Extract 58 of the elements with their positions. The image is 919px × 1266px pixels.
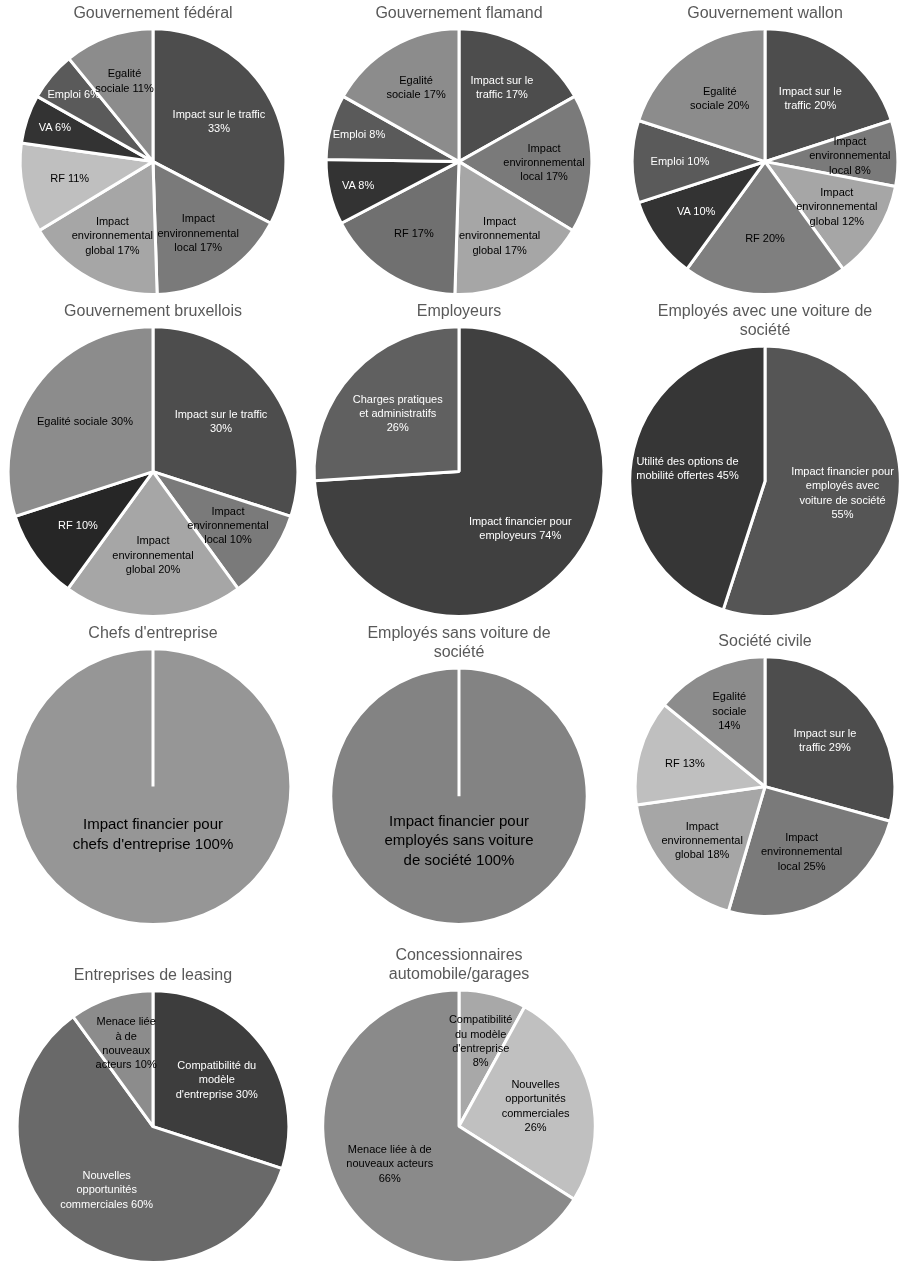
slice-label: Nouvelles opportunités commerciales 60%: [60, 1169, 154, 1210]
slice-label: Impact financier pour employés sans voiture de société 100%: [384, 811, 534, 868]
slice-label: Utilité des options de mobilité offertes 45%: [636, 454, 739, 482]
data-label: 66%: [378, 1171, 401, 1184]
slice-label: Impact environnemental local 8%: [809, 134, 891, 176]
chart-title: Concessionnaires automobile/garages: [388, 946, 530, 983]
chart-title: Société civile: [718, 632, 812, 650]
data-label: 30%: [209, 422, 233, 435]
slice-label: Charges pratiques et administratifs: [352, 392, 444, 420]
data-label: 14%: [718, 718, 741, 731]
slice-label: Nouvelles opportunités commerciales: [501, 1078, 570, 1119]
chart-title: Gouvernement fédéral: [73, 4, 233, 22]
slice-label: Impact financier pour employés avec voiture de société: [791, 465, 895, 506]
slice-label: Emploi 10%: [650, 154, 710, 167]
chart-title: Gouvernement wallon: [687, 4, 843, 22]
slice-label: Impact environnemental global 12%: [796, 185, 878, 227]
data-label: 55%: [831, 507, 854, 520]
data-label: 26%: [524, 1121, 547, 1134]
slice-label: Egalité sociale 30%: [37, 415, 134, 428]
chart-title: Employés avec une voiture de société: [657, 302, 873, 339]
slice-label: RF 20%: [745, 231, 786, 244]
slice-label: Impact environnemental global 17%: [458, 215, 541, 256]
chart-title: Employés sans voiture de société: [367, 624, 551, 661]
slice-label: RF 17%: [393, 226, 434, 239]
slice-label: Compatibilité du modèle d'entreprise 30%: [175, 1059, 259, 1100]
slice-label: Emploi 8%: [332, 127, 386, 140]
slice-label: Impact environnemental local 25%: [760, 831, 843, 872]
slice-label: RF 11%: [50, 171, 90, 184]
slice-label: VA 6%: [38, 121, 72, 134]
slice-label: Egalité sociale: [712, 690, 747, 717]
slice-label: RF 13%: [664, 757, 705, 770]
slice-label: RF 10%: [58, 519, 99, 532]
data-label: 8%: [472, 1056, 489, 1069]
slice-label: Impact environnemental global 18%: [661, 819, 743, 861]
chart-title: Employeurs: [416, 302, 502, 320]
slice-label: Impact environnemental local 17%: [157, 212, 239, 253]
slice-label: Impact sur le traffic 29%: [793, 726, 857, 754]
chart-title: Gouvernement bruxellois: [64, 302, 242, 320]
slice-label: Impact sur le traffic: [172, 107, 266, 120]
slice-label: Compatibilité du modèle d'entreprise: [448, 1013, 513, 1054]
slice-label: Egalité sociale 20%: [690, 85, 750, 112]
slice-label: Impact sur le traffic: [174, 408, 268, 421]
slice-label: VA 10%: [677, 204, 716, 217]
slice-label: Impact environnemental global 17%: [71, 215, 154, 256]
chart-title: Gouvernement flamand: [375, 4, 543, 22]
slice-label: Impact environnemental local 17%: [503, 141, 585, 183]
slice-label: Impact sur le traffic 17%: [470, 74, 534, 101]
chart-title: Entreprises de leasing: [73, 966, 233, 984]
slice-label: Impact financier pour chefs d'entreprise 100%: [72, 815, 234, 852]
slice-label: Impact sur le traffic 20%: [778, 85, 842, 112]
slice-label: Impact financier pour employeurs 74%: [468, 515, 572, 542]
slice-label: Menace liée à de nouveaux acteurs: [346, 1143, 434, 1170]
slice-label: Impact environnemental global 20%: [112, 534, 194, 575]
chart-title: Chefs d'entreprise: [88, 624, 218, 642]
data-label: 26%: [386, 421, 409, 434]
data-label: 33%: [207, 121, 231, 134]
slice-label: VA 8%: [342, 178, 375, 191]
slice-label: Egalité sociale 17%: [386, 74, 446, 101]
